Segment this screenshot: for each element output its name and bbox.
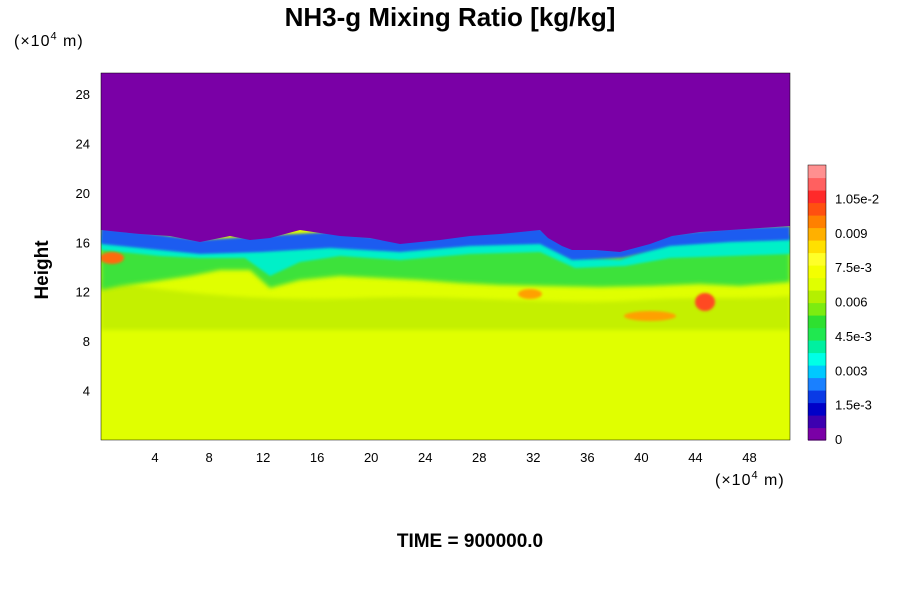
x-tick-label: 20 [364, 450, 378, 465]
colorbar-swatch [808, 365, 826, 379]
x-tick-label: 36 [580, 450, 594, 465]
colorbar: 0 1.5e-3 0.003 4.5e-3 0.006 7.5e-3 0.009 1.05e-… [807, 164, 879, 447]
x-tick-label: 44 [688, 450, 702, 465]
colorbar-swatch [808, 227, 826, 241]
colorbar-swatch [808, 415, 826, 429]
y-tick-label: 12 [76, 285, 90, 300]
colorbar-swatch [808, 165, 826, 179]
hotspot-right-core [695, 293, 715, 311]
colorbar-label: 7.5e-3 [835, 260, 872, 275]
colorbar-swatch [808, 190, 826, 204]
colorbar-swatch [808, 277, 826, 291]
colorbar-label: 0.006 [835, 295, 868, 310]
x-tick-label: 12 [256, 450, 270, 465]
colorbar-label: 0 [835, 432, 842, 447]
time-label: TIME = 900000.0 [396, 531, 544, 552]
colorbar-swatch [808, 252, 826, 266]
colorbar-swatch [808, 390, 826, 404]
colorbar-label: 0.009 [835, 226, 868, 241]
colorbar-swatch [808, 427, 826, 441]
y-tick-label: 4 [83, 384, 90, 399]
x-tick-label: 40 [634, 450, 648, 465]
hotspot-right-band [624, 311, 676, 321]
x-tick-label: 4 [151, 450, 158, 465]
y-axis-unit: (×104 m) [14, 30, 84, 50]
plot-area [101, 73, 790, 440]
x-axis: 4 8 12 16 20 24 28 32 36 40 44 48 [151, 450, 756, 465]
x-tick-label: 32 [526, 450, 540, 465]
colorbar-label: 0.003 [835, 363, 868, 378]
x-axis-unit: (×104 m) [715, 469, 785, 489]
colorbar-swatch [808, 290, 826, 304]
colorbar-label: 1.5e-3 [835, 398, 872, 413]
y-tick-label: 28 [76, 87, 90, 102]
y-tick-label: 24 [76, 136, 90, 151]
colorbar-swatch [808, 215, 826, 229]
x-tick-label: 16 [310, 450, 324, 465]
y-tick-label: 16 [76, 235, 90, 250]
x-tick-label: 48 [742, 450, 756, 465]
colorbar-swatch [808, 402, 826, 416]
hotspot-left [101, 252, 124, 264]
colorbar-swatch [808, 352, 826, 366]
colorbar-label: 4.5e-3 [835, 329, 872, 344]
colorbar-swatch [808, 202, 826, 216]
colorbar-swatch [808, 240, 826, 254]
colorbar-swatch [808, 377, 826, 391]
colorbar-swatch [808, 265, 826, 279]
y-axis: 4 8 12 16 20 24 28 [76, 87, 90, 399]
x-tick-label: 28 [472, 450, 486, 465]
colorbar-swatch [808, 340, 826, 354]
y-tick-label: 20 [76, 186, 90, 201]
colorbar-frame [807, 164, 827, 441]
colorbar-swatch [808, 315, 826, 329]
hotspot-center [518, 289, 542, 299]
field-upper-layer [101, 73, 790, 252]
x-tick-label: 24 [418, 450, 432, 465]
colorbar-swatch [808, 302, 826, 316]
plot-frame [100, 72, 791, 441]
y-tick-label: 8 [83, 334, 90, 349]
colorbar-swatch [808, 327, 826, 341]
chart-title: NH3-g Mixing Ratio [kg/kg] [284, 2, 616, 32]
colorbar-label: 1.05e-2 [835, 191, 879, 206]
field-transition-layer [101, 280, 790, 330]
colorbar-swatch [808, 177, 826, 191]
x-tick-label: 8 [205, 450, 212, 465]
